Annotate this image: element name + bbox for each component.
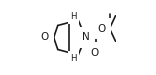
- Text: O: O: [90, 47, 99, 58]
- Text: H: H: [70, 54, 77, 63]
- Text: N: N: [82, 32, 89, 43]
- Text: H: H: [70, 12, 77, 21]
- Text: O: O: [98, 23, 106, 34]
- Text: O: O: [41, 32, 49, 43]
